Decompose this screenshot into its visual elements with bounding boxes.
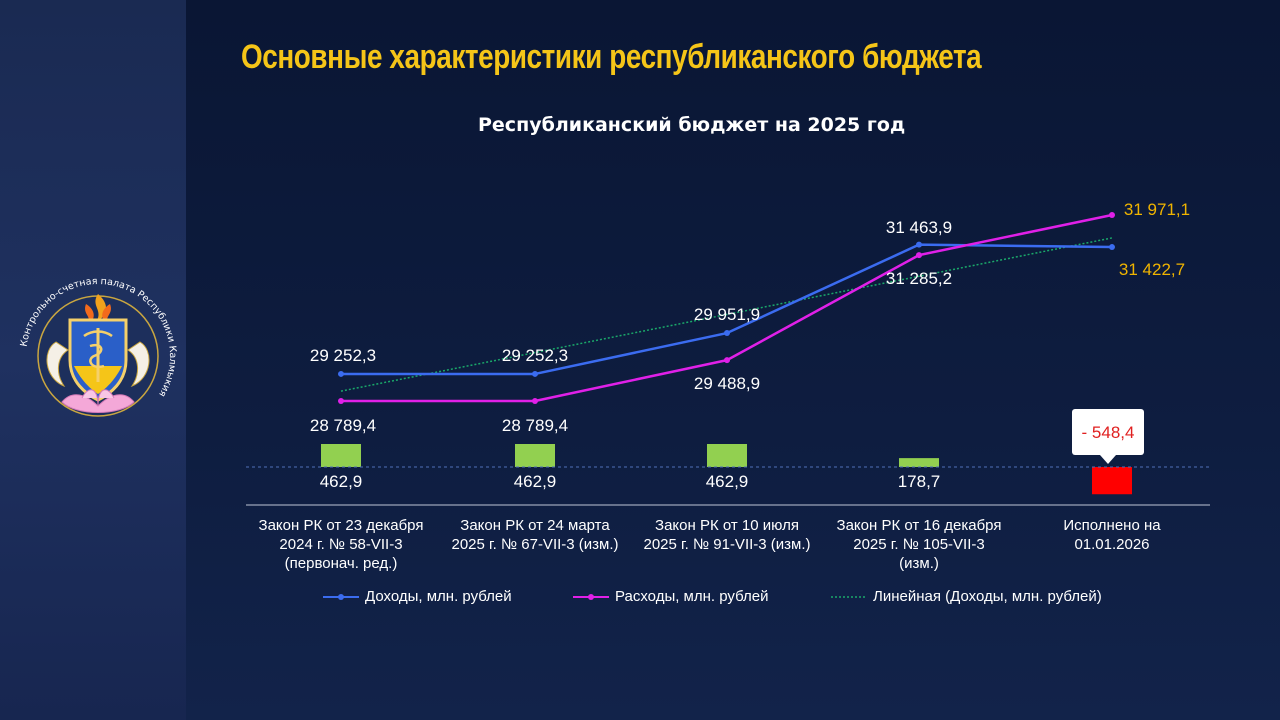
category-label-line: Закон РК от 23 декабря [258, 517, 424, 534]
legend-item-expense: Расходы, млн. рублей [573, 588, 768, 605]
data-point-income [916, 241, 922, 248]
category-label-line: Закон РК от 10 июля [655, 517, 799, 534]
data-label-expense: 28 789,4 [310, 416, 376, 435]
slide-title: Основные характеристики республиканского… [241, 38, 982, 76]
category-label: Закон РК от 16 декабря 2025 г. № 105-VII-… [824, 516, 1014, 573]
balance-bar-surplus [515, 444, 555, 467]
legend-marker-trend [831, 595, 867, 598]
category-label: Закон РК от 23 декабря 2024 г. № 58-VII-3… [246, 516, 436, 573]
legend-label-expense: Расходы, млн. рублей [615, 588, 769, 605]
category-label-line: 01.01.2026 [1074, 536, 1150, 553]
legend-label-trend: Линейная (Доходы, млн. рублей) [873, 588, 1102, 605]
data-label-balance: 462,9 [706, 472, 749, 491]
balance-bar-surplus [899, 458, 939, 467]
data-point-income [1109, 244, 1115, 251]
data-label-income: 29 252,3 [502, 346, 568, 365]
data-label-income: 31 422,7 [1119, 260, 1185, 279]
data-point-expense [724, 357, 730, 364]
data-label-balance-deficit: - 548,4 [1082, 423, 1135, 442]
category-label: Закон РК от 10 июля 2025 г. № 91-VII-3 (и… [632, 516, 822, 554]
trendline-income [340, 237, 1113, 392]
legend-label-income: Доходы, млн. рублей [365, 588, 512, 605]
data-point-expense [338, 398, 344, 404]
data-point-expense [532, 398, 538, 404]
legend-item-trend: Линейная (Доходы, млн. рублей) [831, 588, 1102, 605]
category-label-line: (первонач. ред.) [284, 555, 398, 572]
deficit-callout-pointer [1100, 455, 1116, 464]
data-point-income [724, 330, 730, 337]
data-label-expense: 28 789,4 [502, 416, 568, 435]
category-label-line: (изм.) [899, 555, 939, 572]
balance-bar-surplus [707, 444, 747, 467]
chart-title: Республиканский бюджет на 2025 год [478, 114, 906, 136]
data-point-expense [1109, 212, 1115, 218]
data-point-expense [916, 252, 922, 259]
emblem-logo: Контрольно-счетная палата Республики Кал… [19, 276, 178, 417]
legend-item-income: Доходы, млн. рублей [323, 588, 512, 605]
balance-bar-surplus [321, 444, 361, 467]
data-label-income: 29 951,9 [694, 305, 760, 324]
data-label-expense: 29 488,9 [694, 374, 760, 393]
category-label-line: Исполнено на [1063, 517, 1161, 534]
balance-bar-deficit [1092, 467, 1132, 495]
data-label-balance: 462,9 [320, 472, 363, 491]
category-label-line: 2024 г. № 58-VII-3 [279, 536, 403, 553]
legend-marker-income [323, 593, 359, 600]
deficit-callout-box [1072, 409, 1144, 455]
main-background [186, 0, 1280, 720]
data-label-income: 31 463,9 [886, 218, 952, 237]
category-label-line: 2025 г. № 105-VII-3 [853, 536, 985, 553]
data-label-expense: 31 971,1 [1124, 200, 1190, 219]
legend-marker-expense [573, 593, 609, 600]
category-label: Исполнено на 01.01.2026 [1017, 516, 1207, 554]
data-point-income [532, 370, 538, 377]
data-label-expense: 31 285,2 [886, 269, 952, 288]
category-label-line: 2025 г. № 91-VII-3 (изм.) [643, 536, 811, 553]
category-label-line: 2025 г. № 67-VII-3 (изм.) [451, 536, 619, 553]
category-label-line: Закон РК от 24 марта [460, 517, 610, 534]
data-label-income: 29 252,3 [310, 346, 376, 365]
category-label-line: Закон РК от 16 декабря [836, 517, 1002, 534]
legend: Доходы, млн. рублей Расходы, млн. рублей… [0, 588, 1280, 610]
data-point-income [338, 370, 344, 377]
data-label-balance: 178,7 [898, 472, 941, 491]
category-label: Закон РК от 24 марта 2025 г. № 67-VII-3 (… [440, 516, 630, 554]
data-label-balance: 462,9 [514, 472, 557, 491]
